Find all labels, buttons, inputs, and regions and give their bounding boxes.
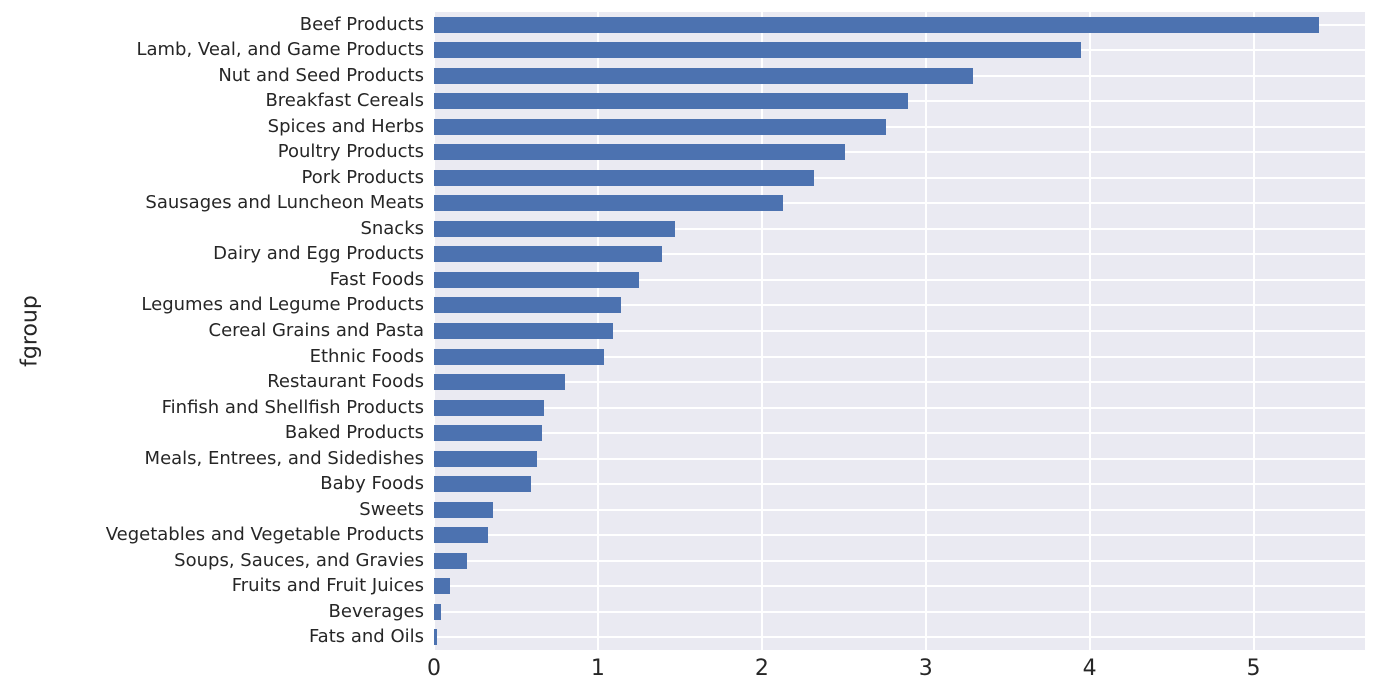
y-tick-label: Soups, Sauces, and Gravies <box>174 549 424 571</box>
bar <box>434 399 544 416</box>
x-tick-label: 0 <box>427 656 441 681</box>
y-gridline <box>434 534 1365 537</box>
y-tick-label: Ethnic Foods <box>309 345 424 367</box>
y-gridline <box>434 202 1365 205</box>
y-gridline <box>434 176 1365 179</box>
bar <box>434 93 908 110</box>
y-tick-label: Spices and Herbs <box>267 115 424 137</box>
bar <box>434 450 538 467</box>
y-tick-label: Pork Products <box>301 166 425 188</box>
y-tick-label: Legumes and Legume Products <box>141 294 424 316</box>
y-tick-labels: Beef Products Lamb, Veal, and Game Produc… <box>0 12 424 650</box>
x-tick-label: 5 <box>1246 656 1261 681</box>
y-tick-label: Baked Products <box>284 422 424 444</box>
y-tick-label: Fruits and Fruit Juices <box>231 575 424 597</box>
bar <box>434 552 467 569</box>
bar <box>434 297 621 314</box>
y-gridline <box>434 457 1365 460</box>
y-tick-label: Cereal Grains and Pasta <box>208 320 425 341</box>
bar <box>434 169 815 186</box>
y-tick-label: Fast Foods <box>329 268 424 290</box>
y-gridline <box>434 151 1365 154</box>
y-gridline <box>434 508 1365 511</box>
x-tick-labels: 0 1 2 3 4 5 <box>0 656 1378 686</box>
bar <box>434 374 566 391</box>
bar <box>434 323 613 339</box>
bar <box>434 603 441 620</box>
bar <box>434 246 662 263</box>
bar <box>434 578 451 595</box>
y-tick-label: Vegetables and Vegetable Products <box>105 524 424 546</box>
y-tick-label: Meals, Entrees, and Sidedishes <box>144 447 424 469</box>
y-gridline <box>434 406 1365 409</box>
y-gridline <box>434 483 1365 486</box>
y-tick-label: Fats and Oils <box>308 626 424 648</box>
bar <box>434 220 675 237</box>
y-tick-label: Breakfast Cereals <box>265 90 424 112</box>
bar <box>434 271 639 288</box>
bar <box>434 501 493 518</box>
y-tick-label: Nut and Seed Products <box>218 64 424 86</box>
y-gridline <box>434 355 1365 358</box>
y-tick-label: Baby Foods <box>320 473 424 495</box>
y-gridline <box>434 636 1365 639</box>
bar <box>434 42 1082 59</box>
y-gridline <box>434 227 1365 230</box>
y-tick-label: Restaurant Foods <box>267 371 424 393</box>
y-tick-label: Beef Products <box>299 13 424 35</box>
bar <box>434 144 846 161</box>
x-tick-label: 3 <box>918 656 933 681</box>
bar <box>434 425 543 442</box>
bar <box>434 629 438 646</box>
x-tick-label: 1 <box>590 656 605 681</box>
y-gridline <box>434 125 1365 128</box>
bar <box>434 195 784 212</box>
y-tick-label: Lamb, Veal, and Game Products <box>136 39 424 61</box>
bar <box>434 476 531 493</box>
y-gridline <box>434 278 1365 281</box>
bar <box>434 348 605 365</box>
y-tick-label: Sausages and Luncheon Meats <box>145 192 424 214</box>
y-gridline <box>434 559 1365 562</box>
bar <box>434 118 887 135</box>
y-tick-label: Snacks <box>360 217 424 239</box>
y-tick-label: Beverages <box>328 600 424 622</box>
y-gridline <box>434 330 1365 332</box>
y-tick-label: Finfish and Shellfish Products <box>161 396 424 418</box>
y-gridline <box>434 432 1365 435</box>
y-gridline <box>434 610 1365 613</box>
y-tick-label: Sweets <box>359 498 424 520</box>
x-tick-label: 2 <box>754 656 769 681</box>
y-gridline <box>434 253 1365 256</box>
y-gridline <box>434 585 1365 588</box>
y-gridline <box>434 381 1365 384</box>
x-tick-label: 4 <box>1082 656 1097 681</box>
bar <box>434 67 974 84</box>
bar <box>434 16 1320 33</box>
bar <box>434 527 489 544</box>
y-tick-label: Dairy and Egg Products <box>213 243 424 265</box>
y-gridline <box>434 304 1365 307</box>
y-tick-label: Poultry Products <box>277 141 424 163</box>
plot-area <box>433 12 1365 650</box>
